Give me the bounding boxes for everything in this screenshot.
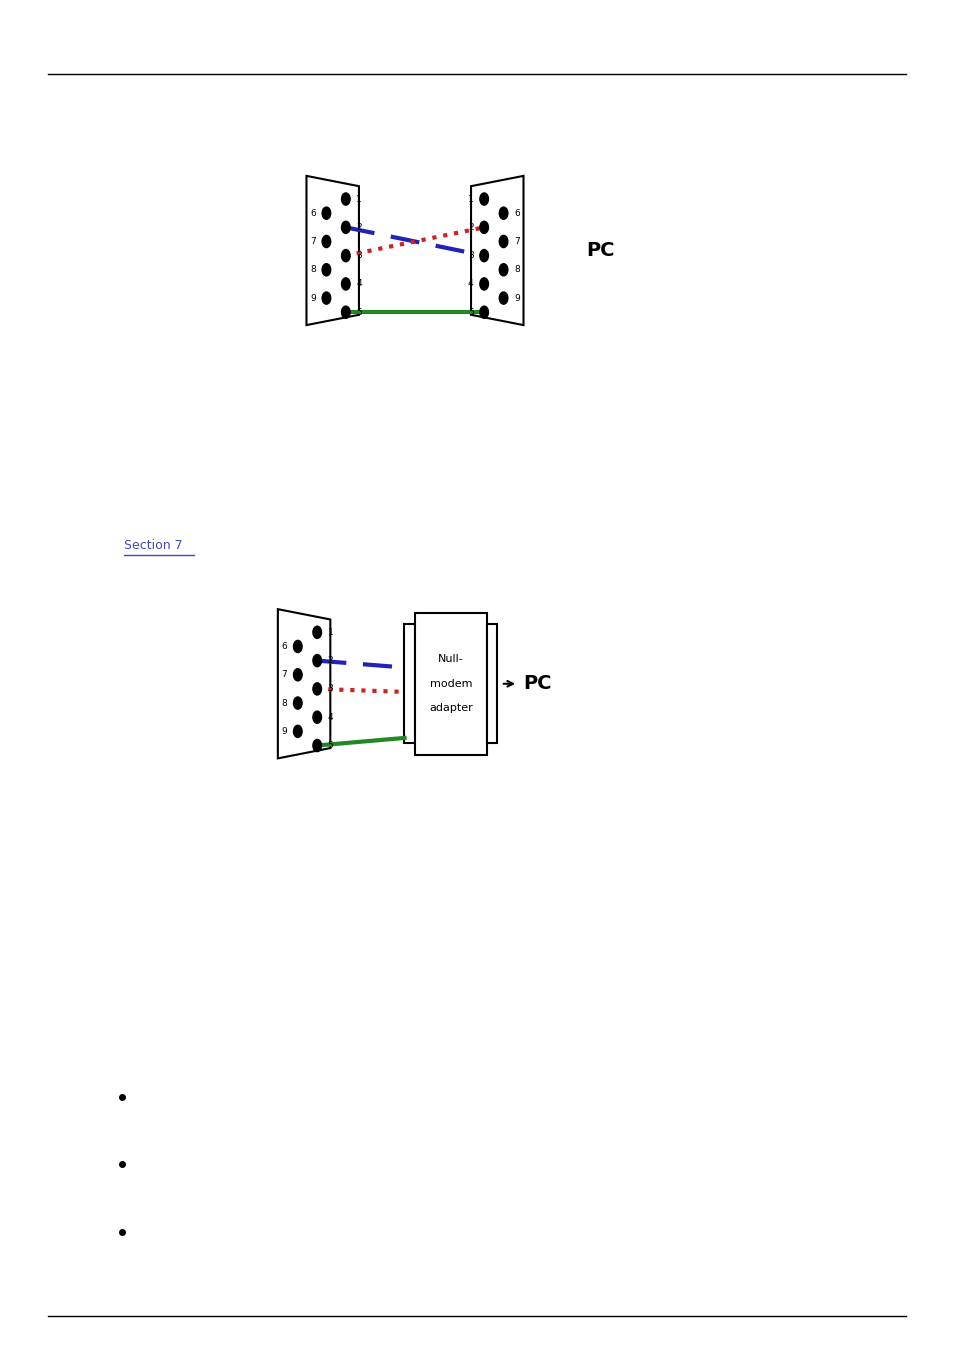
Text: 3: 3 xyxy=(328,684,334,693)
Circle shape xyxy=(479,249,488,261)
Text: modem: modem xyxy=(429,678,472,689)
Text: 8: 8 xyxy=(281,699,287,708)
Circle shape xyxy=(294,669,302,681)
Text: PC: PC xyxy=(523,674,552,693)
Circle shape xyxy=(479,192,488,204)
Text: 6: 6 xyxy=(281,642,287,651)
Circle shape xyxy=(313,654,321,666)
Text: 4: 4 xyxy=(468,279,474,288)
Text: 2: 2 xyxy=(328,657,333,665)
Text: PC: PC xyxy=(586,241,615,260)
FancyBboxPatch shape xyxy=(404,624,415,743)
Text: 9: 9 xyxy=(310,294,315,302)
Text: 9: 9 xyxy=(514,294,519,302)
Text: 2: 2 xyxy=(468,223,474,232)
Circle shape xyxy=(341,278,350,290)
Circle shape xyxy=(313,626,321,639)
Text: 1: 1 xyxy=(356,195,362,203)
Circle shape xyxy=(313,711,321,723)
Circle shape xyxy=(294,697,302,709)
Text: 7: 7 xyxy=(310,237,315,246)
Text: 1: 1 xyxy=(328,628,334,636)
Text: adapter: adapter xyxy=(429,703,472,714)
Circle shape xyxy=(479,278,488,290)
Text: 7: 7 xyxy=(514,237,519,246)
Polygon shape xyxy=(277,609,330,758)
Text: 7: 7 xyxy=(281,670,287,680)
Text: 3: 3 xyxy=(356,250,362,260)
Text: 5: 5 xyxy=(467,307,474,317)
Circle shape xyxy=(498,264,507,276)
FancyBboxPatch shape xyxy=(486,624,497,743)
Text: 5: 5 xyxy=(328,741,334,750)
Text: 8: 8 xyxy=(514,265,519,275)
Circle shape xyxy=(322,292,331,305)
Text: Null-: Null- xyxy=(437,654,463,665)
Text: 6: 6 xyxy=(514,209,519,218)
Circle shape xyxy=(313,739,321,751)
Text: 4: 4 xyxy=(328,712,333,722)
Text: 6: 6 xyxy=(310,209,315,218)
Circle shape xyxy=(341,221,350,233)
Polygon shape xyxy=(306,176,358,325)
Circle shape xyxy=(341,306,350,318)
Circle shape xyxy=(341,192,350,204)
Text: Section 7: Section 7 xyxy=(124,539,182,552)
Text: 3: 3 xyxy=(467,250,474,260)
FancyBboxPatch shape xyxy=(415,612,486,756)
Circle shape xyxy=(294,726,302,738)
Text: 2: 2 xyxy=(356,223,361,232)
Circle shape xyxy=(498,236,507,248)
Circle shape xyxy=(498,207,507,219)
Text: 5: 5 xyxy=(356,307,362,317)
Circle shape xyxy=(479,221,488,233)
Circle shape xyxy=(479,306,488,318)
Text: 4: 4 xyxy=(356,279,361,288)
Circle shape xyxy=(313,682,321,695)
Circle shape xyxy=(294,640,302,653)
Circle shape xyxy=(322,207,331,219)
Text: 1: 1 xyxy=(467,195,474,203)
Circle shape xyxy=(322,264,331,276)
Text: 9: 9 xyxy=(281,727,287,735)
Text: 8: 8 xyxy=(310,265,315,275)
Circle shape xyxy=(341,249,350,261)
Circle shape xyxy=(322,236,331,248)
Polygon shape xyxy=(471,176,523,325)
Circle shape xyxy=(498,292,507,305)
